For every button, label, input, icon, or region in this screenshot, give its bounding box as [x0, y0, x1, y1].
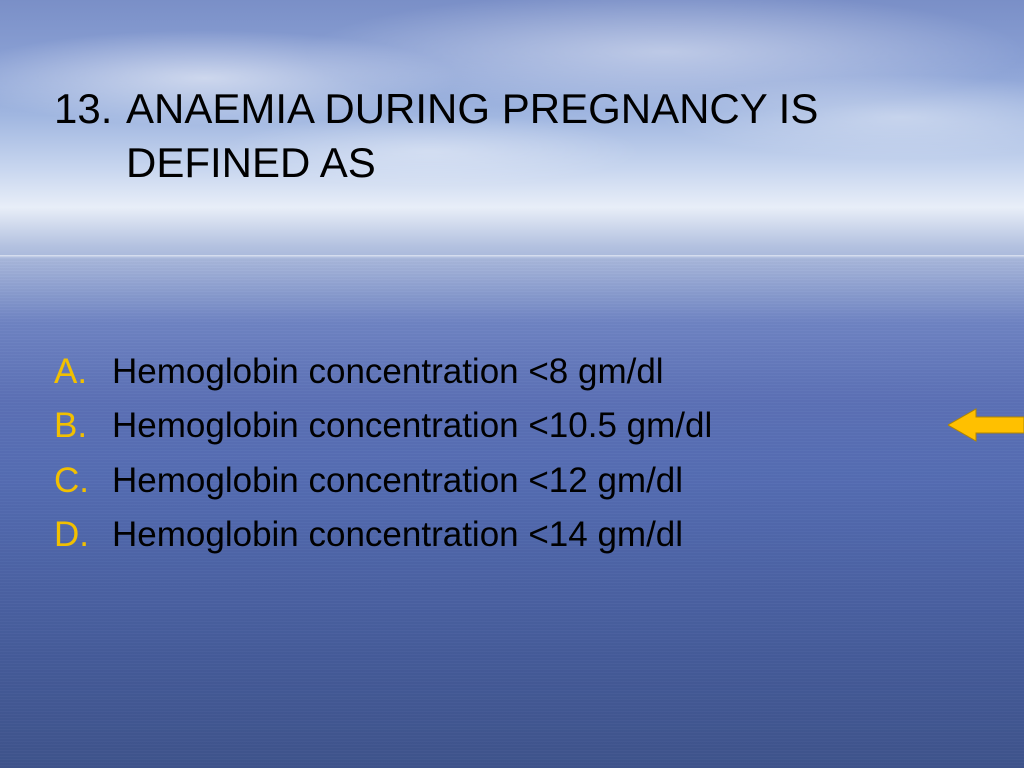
question-number: 13.	[54, 82, 126, 136]
question-title: 13. ANAEMIA DURING PREGNANCY IS DEFINED …	[54, 82, 964, 190]
question-title-row: 13. ANAEMIA DURING PREGNANCY IS DEFINED …	[54, 82, 964, 190]
option-c: C. Hemoglobin concentration <12 gm/dl	[54, 454, 984, 508]
question-text: ANAEMIA DURING PREGNANCY IS DEFINED AS	[126, 82, 964, 190]
option-a: A. Hemoglobin concentration <8 gm/dl	[54, 345, 984, 399]
option-letter: B.	[54, 399, 112, 453]
option-b: B. Hemoglobin concentration <10.5 gm/dl	[54, 399, 984, 453]
option-letter: D.	[54, 508, 112, 562]
answer-options: A. Hemoglobin concentration <8 gm/dl B. …	[54, 345, 984, 562]
option-letter: A.	[54, 345, 112, 399]
option-d: D. Hemoglobin concentration <14 gm/dl	[54, 508, 984, 562]
option-text: Hemoglobin concentration <12 gm/dl	[112, 454, 683, 508]
option-letter: C.	[54, 454, 112, 508]
horizon-decoration	[0, 255, 1024, 258]
option-text: Hemoglobin concentration <10.5 gm/dl	[112, 399, 712, 453]
slide: 13. ANAEMIA DURING PREGNANCY IS DEFINED …	[0, 0, 1024, 768]
option-text: Hemoglobin concentration <14 gm/dl	[112, 508, 683, 562]
option-text: Hemoglobin concentration <8 gm/dl	[112, 345, 664, 399]
